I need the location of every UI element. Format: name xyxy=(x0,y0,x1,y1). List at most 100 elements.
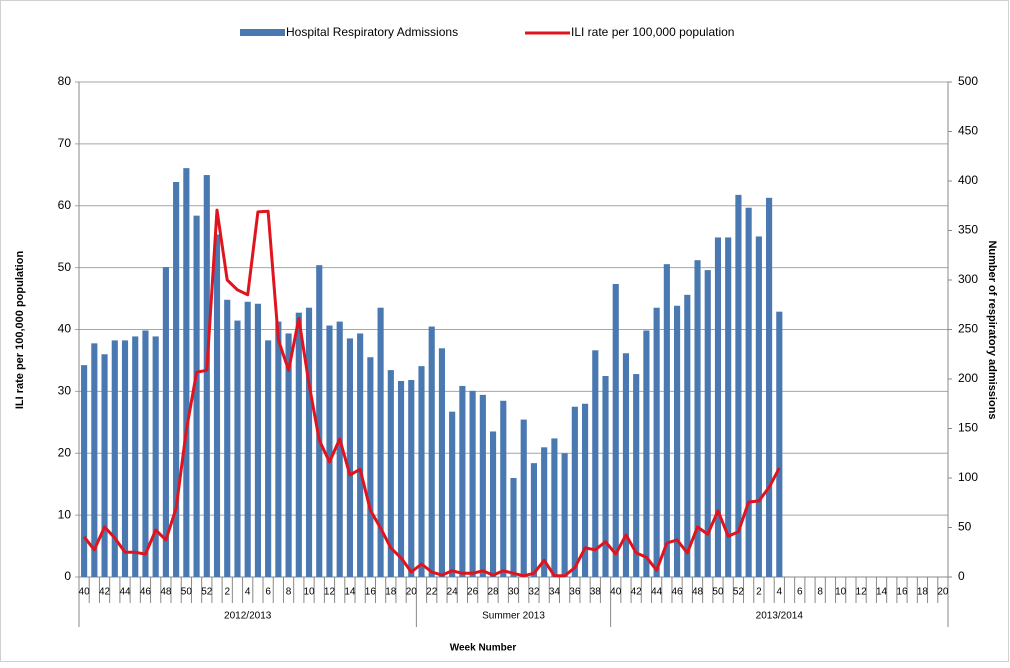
bar xyxy=(449,411,456,577)
bar xyxy=(254,303,261,577)
x-tick-label: 42 xyxy=(631,587,643,598)
bar xyxy=(510,478,517,577)
legend-swatch xyxy=(240,29,285,36)
bar xyxy=(612,283,619,577)
x-tick-label: 52 xyxy=(733,587,745,598)
x-tick-label: 26 xyxy=(467,587,479,598)
bar xyxy=(193,215,200,577)
bar xyxy=(213,234,221,577)
y-tick-label: 20 xyxy=(58,445,72,459)
x-tick-label: 28 xyxy=(487,587,499,598)
bar xyxy=(438,348,446,577)
x-tick-label: 16 xyxy=(896,587,908,598)
y2-tick-label: 0 xyxy=(958,569,965,583)
bar xyxy=(152,336,159,577)
bar xyxy=(111,340,118,577)
bar xyxy=(663,264,670,577)
y2-tick-label: 250 xyxy=(958,322,978,336)
bar xyxy=(459,385,466,577)
x-tick-label: 4 xyxy=(777,587,783,598)
x-tick-label: 6 xyxy=(797,587,803,598)
bar xyxy=(592,350,599,577)
x-tick-label: 18 xyxy=(917,587,929,598)
bar xyxy=(479,394,486,577)
legend-label: ILI rate per 100,000 population xyxy=(571,25,734,39)
bar xyxy=(183,168,190,577)
bar xyxy=(643,330,650,577)
y2-tick-label: 500 xyxy=(958,74,978,88)
y-tick-label: 60 xyxy=(58,198,72,212)
bar xyxy=(469,390,476,577)
bar xyxy=(551,438,558,577)
bar xyxy=(684,294,691,577)
x-axis-title: Week Number xyxy=(450,643,517,654)
bar xyxy=(704,270,711,577)
y2-axis-title: Number of respiratory admissions xyxy=(986,240,998,419)
x-tick-label: 52 xyxy=(201,587,213,598)
bar xyxy=(755,236,762,577)
x-tick-label: 8 xyxy=(286,587,292,598)
bar xyxy=(561,453,568,577)
x-tick-label: 34 xyxy=(549,587,561,598)
bar xyxy=(234,320,241,577)
bar xyxy=(633,374,640,577)
bar xyxy=(745,207,752,578)
bar xyxy=(81,365,88,577)
y2-tick-label: 350 xyxy=(958,223,978,237)
bar xyxy=(121,340,129,577)
bar xyxy=(377,307,384,577)
x-tick-label: 46 xyxy=(672,587,684,598)
bar xyxy=(346,338,353,577)
bar xyxy=(305,307,313,577)
x-tick-label: 32 xyxy=(528,587,540,598)
x-tick-label: 4 xyxy=(245,587,251,598)
bar xyxy=(725,237,732,577)
x-tick-label: 40 xyxy=(610,587,622,598)
x-tick-label: 40 xyxy=(79,587,91,598)
bar xyxy=(336,321,343,577)
bar xyxy=(571,406,578,577)
group-label: Summer 2013 xyxy=(482,611,545,622)
y2-tick-label: 400 xyxy=(958,173,978,187)
bar xyxy=(244,301,251,577)
bar xyxy=(653,307,660,577)
x-tick-label: 38 xyxy=(590,587,602,598)
line xyxy=(82,208,781,578)
bar xyxy=(541,447,548,577)
x-tick-label: 10 xyxy=(303,587,315,598)
bar xyxy=(622,353,630,577)
x-tick-label: 12 xyxy=(856,587,868,598)
x-tick-label: 50 xyxy=(181,587,193,598)
bar xyxy=(142,330,149,577)
bar xyxy=(285,333,292,577)
group-label: 2012/2013 xyxy=(224,611,272,622)
x-tick-label: 20 xyxy=(937,587,949,598)
y-tick-label: 50 xyxy=(58,260,72,274)
y2-tick-label: 100 xyxy=(958,470,978,484)
x-tick-label: 50 xyxy=(712,587,724,598)
bar xyxy=(694,260,701,577)
bar xyxy=(357,333,364,577)
bar xyxy=(295,312,302,577)
y-tick-label: 30 xyxy=(58,384,72,398)
y-axis-title: ILI rate per 100,000 population xyxy=(14,251,26,410)
bar xyxy=(316,265,323,577)
y-tick-label: 40 xyxy=(58,322,72,336)
y2-tick-label: 150 xyxy=(958,421,978,435)
group-label: 2013/2014 xyxy=(756,611,804,622)
bar xyxy=(530,463,538,577)
y2-tick-label: 200 xyxy=(958,371,978,385)
bar xyxy=(203,175,210,577)
y-tick-label: 80 xyxy=(58,74,72,88)
bar xyxy=(602,376,609,577)
x-tick-label: 48 xyxy=(160,587,172,598)
bar xyxy=(397,380,405,577)
x-tick-label: 46 xyxy=(140,587,152,598)
bar xyxy=(418,366,425,577)
x-tick-label: 20 xyxy=(406,587,418,598)
x-tick-label: 22 xyxy=(426,587,438,598)
bar xyxy=(428,326,435,577)
bar xyxy=(367,357,374,577)
x-tick-label: 12 xyxy=(324,587,336,598)
x-tick-label: 2 xyxy=(756,587,762,598)
